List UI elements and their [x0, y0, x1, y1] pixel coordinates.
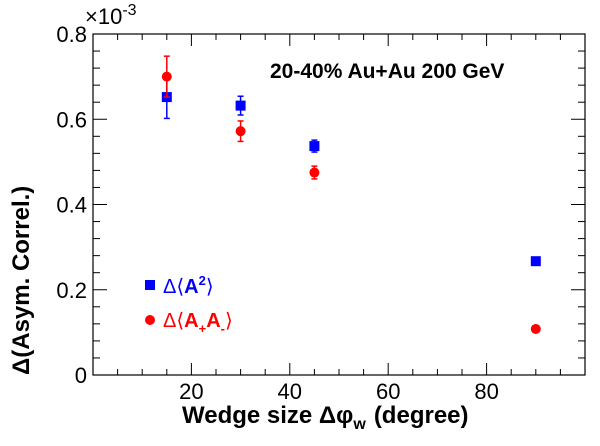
legend-marker-a2 [145, 280, 155, 290]
y-tick-label: 0.6 [56, 107, 87, 132]
x-tick-label: 20 [179, 379, 203, 404]
data-point [530, 323, 541, 334]
data-point [235, 126, 246, 137]
legend-label-a2: Δ⟨A2⟩ [163, 273, 214, 298]
x-axis-ticks [117, 34, 561, 375]
y-axis-title: Δ(Asym. Correl.) [8, 186, 35, 375]
legend-label-apam: Δ⟨A+A-⟩ [163, 310, 233, 336]
x-tick-label: 40 [278, 379, 302, 404]
x-tick-label: 80 [474, 379, 498, 404]
y-scale-exponent: -3 [122, 2, 136, 19]
data-point [309, 141, 320, 152]
y-tick-label: 0.8 [56, 22, 87, 47]
data-point [309, 167, 320, 178]
legend-marker-apam [145, 315, 155, 325]
x-axis-title-suffix: (degree) [374, 402, 469, 429]
data-point [235, 100, 246, 111]
legend: Δ⟨A2⟩ Δ⟨A+A-⟩ [145, 273, 233, 336]
x-tick-label: 60 [376, 379, 400, 404]
y-tick-label: 0.4 [56, 193, 87, 218]
data-point [161, 71, 172, 82]
x-axis-title: Wedge size Δφw (degree) [182, 402, 469, 433]
x-axis-title-sub: w [352, 416, 366, 433]
y-axis-ticks [93, 50, 585, 359]
y-axis-tick-labels: 0 0.2 0.4 0.6 0.8 [56, 22, 87, 388]
x-axis-title-main: Wedge size Δφ [182, 402, 353, 429]
x-axis-tick-labels: 20 40 60 80 [179, 379, 499, 404]
series-apam [161, 55, 541, 334]
y-scale-prefix: ×10 [85, 4, 122, 29]
plot-annotation: 20-40% Au+Au 200 GeV [270, 60, 504, 83]
data-point [530, 256, 541, 267]
y-scale-factor: ×10-3 [85, 2, 137, 29]
y-tick-label: 0.2 [56, 278, 87, 303]
data-series [161, 55, 541, 334]
y-tick-label: 0 [75, 363, 87, 388]
series-a2 [161, 75, 541, 267]
